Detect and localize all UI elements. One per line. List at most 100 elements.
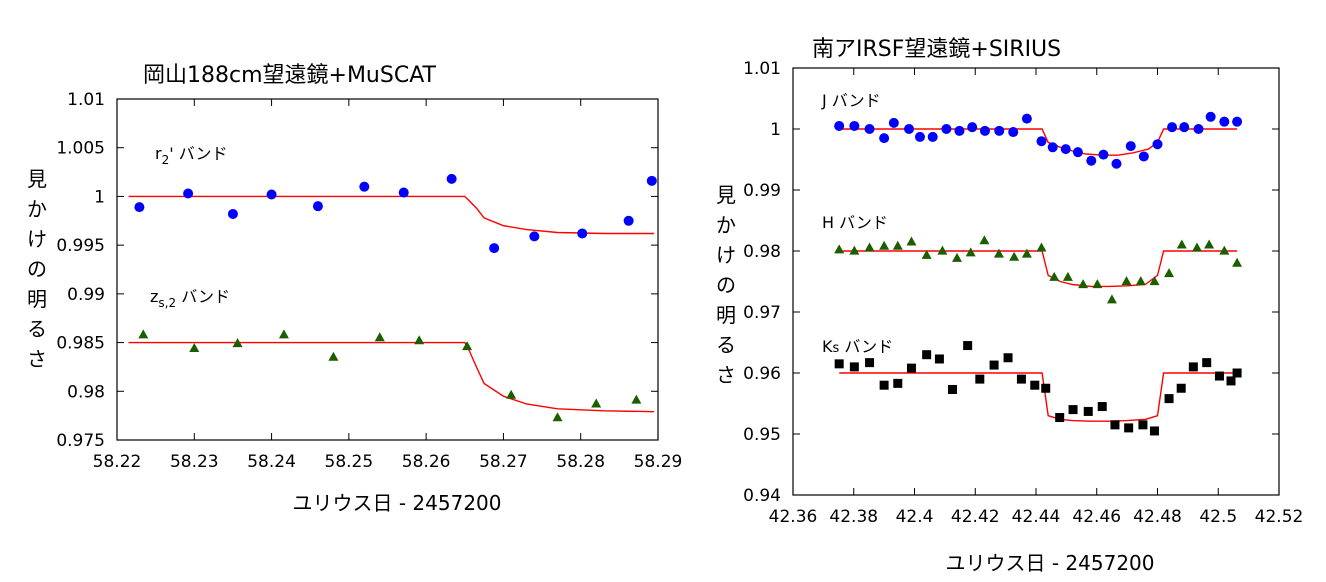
data-point <box>1152 139 1163 150</box>
data-point <box>834 244 845 254</box>
data-point <box>1232 257 1243 267</box>
data-point <box>1232 116 1243 127</box>
data-point <box>529 231 540 242</box>
data-point <box>1179 122 1190 133</box>
data-point <box>934 354 944 364</box>
data-point <box>1149 276 1160 286</box>
data-point <box>227 208 238 219</box>
data-point <box>865 358 875 368</box>
data-point <box>1062 271 1073 281</box>
data-point <box>1226 376 1236 386</box>
data-point <box>1078 279 1089 289</box>
data-point <box>232 338 243 348</box>
y-tick-label: 1.01 <box>743 59 781 79</box>
data-point <box>591 398 602 408</box>
data-point <box>374 332 385 342</box>
data-point <box>879 133 890 144</box>
data-point <box>1202 358 1212 368</box>
data-point <box>1164 268 1175 278</box>
data-point <box>1009 251 1020 261</box>
left-chart-r2-band-label: r2' バンド <box>155 144 228 167</box>
y-tick-label: 0.97 <box>743 303 781 323</box>
left-chart-y-axis-label: 見かけの明るさ <box>27 167 47 371</box>
y-tick-label: 0.985 <box>56 334 105 354</box>
plot-frame <box>116 98 659 441</box>
x-tick-label: 42.36 <box>769 507 818 527</box>
data-point <box>1232 368 1242 378</box>
data-point <box>1047 142 1058 153</box>
data-point <box>1219 116 1230 127</box>
data-point <box>1021 113 1032 124</box>
data-point <box>446 173 457 184</box>
data-point <box>1083 406 1093 416</box>
data-point <box>888 117 899 128</box>
model-line <box>128 195 655 235</box>
data-point <box>864 124 875 134</box>
y-tick-label: 0.98 <box>67 382 105 402</box>
y-tick-label: 1.005 <box>56 139 105 159</box>
x-tick-label: 58.22 <box>93 452 142 472</box>
data-point <box>1214 371 1224 381</box>
data-point <box>921 249 932 259</box>
y-tick-label: 0.99 <box>67 285 105 305</box>
data-point <box>893 378 903 388</box>
data-point <box>1110 420 1120 430</box>
series-2 <box>834 341 1242 436</box>
data-point <box>947 384 957 394</box>
data-point <box>922 350 932 360</box>
model-line <box>128 341 655 413</box>
data-point <box>1176 383 1186 393</box>
data-point <box>577 228 588 239</box>
data-point <box>1138 151 1149 162</box>
data-point <box>906 363 916 373</box>
data-point <box>1219 245 1230 255</box>
data-point <box>138 329 149 339</box>
x-tick-label: 42.5 <box>1199 507 1237 527</box>
data-point <box>849 362 859 372</box>
y-tick-label: 0.96 <box>743 364 781 384</box>
data-point <box>1098 149 1109 160</box>
data-point <box>1068 405 1078 415</box>
data-point <box>879 240 890 250</box>
y-tick-label: 1 <box>94 187 105 207</box>
x-tick-label: 58.29 <box>634 452 683 472</box>
data-point <box>134 202 145 213</box>
data-point <box>1036 136 1047 147</box>
x-tick-label: 58.26 <box>402 452 451 472</box>
data-point <box>906 236 917 246</box>
x-tick-label: 58.25 <box>325 452 374 472</box>
data-point <box>1003 353 1013 363</box>
data-point <box>1204 239 1215 249</box>
right-chart-h-band-label: H バンド <box>822 213 888 232</box>
data-point <box>183 188 194 199</box>
data-point <box>989 360 999 370</box>
data-point <box>1049 271 1060 281</box>
data-point <box>963 341 973 351</box>
data-point <box>1149 426 1159 436</box>
series-1 <box>128 329 655 422</box>
data-point <box>1188 362 1198 372</box>
data-point <box>1072 147 1083 158</box>
data-point <box>1030 380 1040 390</box>
model-line <box>839 250 1238 288</box>
x-tick-label: 58.27 <box>479 452 528 472</box>
data-point <box>834 120 845 131</box>
x-tick-label: 42.46 <box>1072 507 1121 527</box>
x-tick-label: 42.52 <box>1255 507 1304 527</box>
data-point <box>328 351 339 361</box>
data-point <box>552 412 563 422</box>
data-point <box>979 235 990 245</box>
data-point <box>1086 155 1097 166</box>
data-point <box>398 187 409 198</box>
x-tick-label: 58.28 <box>556 452 605 472</box>
data-point <box>937 245 948 255</box>
y-tick-label: 1 <box>770 120 781 140</box>
data-point <box>1125 141 1136 152</box>
data-point <box>892 240 903 250</box>
data-point <box>414 335 425 345</box>
data-point <box>1124 423 1134 433</box>
data-point <box>904 124 915 134</box>
left-chart-title: 岡山188cm望遠鏡+MuSCAT <box>143 63 437 88</box>
data-point <box>312 201 323 212</box>
